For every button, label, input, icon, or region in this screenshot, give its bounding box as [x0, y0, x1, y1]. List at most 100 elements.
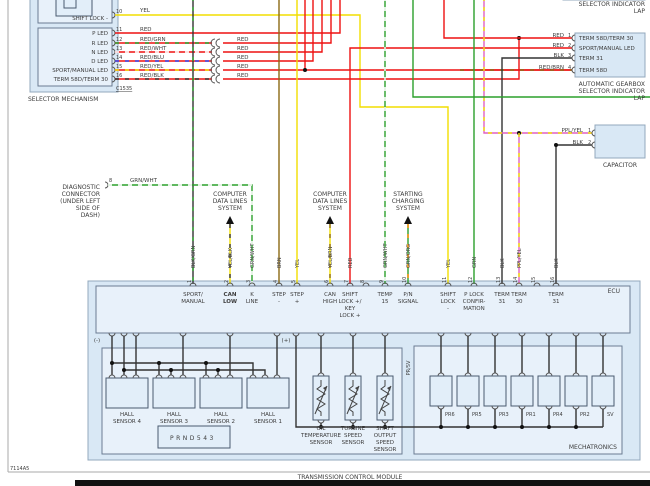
gearbox-caption-line3: LAP — [634, 95, 646, 102]
hall-sensor-box — [105, 377, 149, 409]
ecu-pin-label: SPORT/ — [183, 292, 203, 298]
pin-arc — [571, 44, 576, 52]
variable-arrow — [314, 385, 328, 415]
system-arrow-3 — [404, 216, 412, 224]
wire-color-label: RED/BRN — [539, 65, 564, 71]
pin-arc — [111, 29, 116, 37]
pin-number: 12 — [116, 37, 122, 43]
wire-agb-2 — [349, 47, 572, 284]
wire-diagnostic — [108, 184, 253, 284]
pin-arc — [349, 419, 357, 424]
ecu-pin-number: 12 — [468, 277, 474, 283]
system-ref-1-line3: SYSTEM — [218, 205, 242, 212]
pin-number: 1 — [588, 128, 591, 134]
junction-dot — [122, 368, 126, 372]
pin-arc — [349, 332, 357, 337]
selector-pin-label: TERM 58D/TERM 30 — [53, 77, 109, 83]
ecu-wire-color-label: YEL/BLK — [228, 247, 234, 269]
ecu-pin-label: - — [447, 306, 449, 312]
pin-arc — [317, 372, 325, 377]
resistor-symbol — [316, 380, 326, 416]
pin-arc — [111, 66, 116, 74]
ecu-pin-number: 9 — [379, 280, 385, 283]
ecu-pin-label: LOCK + — [339, 313, 360, 319]
shift-lock-label: SHIFT LOCK - — [72, 16, 108, 22]
pr-channel-box — [456, 375, 480, 407]
inline-connector-icon — [210, 74, 216, 84]
sensor-label: SHAFT — [376, 426, 394, 432]
pin-arc — [362, 282, 370, 287]
ecu-pin-label: MATION — [463, 306, 485, 312]
component-boxes — [7, 0, 650, 486]
inline-connector-icon — [215, 65, 221, 75]
inline-connector-icon — [210, 38, 216, 48]
junction-dot — [520, 425, 524, 429]
pin-arc — [111, 39, 116, 47]
resistor-symbol — [380, 380, 390, 416]
pin-arc — [104, 181, 109, 189]
gearbox-caption-line2: SELECTOR INDICATOR — [579, 88, 645, 95]
ecu-pin-label: TERM — [493, 292, 510, 298]
hall-sensor-label: SENSOR 3 — [160, 419, 188, 425]
pin-arc — [293, 282, 301, 287]
pin-arc — [226, 374, 234, 379]
wire-color-label: RED — [237, 37, 249, 43]
ecu-pin-label: HIGH — [323, 299, 337, 305]
pr-channel-label: PR2 — [580, 412, 590, 418]
hall-sensor-label: SENSOR 2 — [207, 419, 235, 425]
pin-arc — [571, 34, 576, 42]
pin-number: 15 — [116, 64, 122, 70]
ecu-pin-label: TERM — [510, 292, 527, 298]
hall-sensor-box — [246, 377, 290, 409]
pin-arc — [444, 282, 452, 287]
wire-color-label: PPL/YEL — [562, 128, 584, 134]
ecu-pin-label: SIGNAL — [398, 299, 419, 305]
junction-dot — [574, 425, 578, 429]
gearbox-caption-line1: AUTOMATIC GEARBOX — [579, 81, 645, 88]
ecu-pin-number: 7 — [344, 280, 350, 283]
ecu-wire-color-label: YEL — [446, 259, 452, 269]
ecu-pin-label: 31 — [553, 299, 560, 305]
ecu-wire-color-label: BRN — [277, 257, 283, 268]
pr-channel-box — [537, 375, 561, 407]
pin-arc — [381, 282, 389, 287]
diagnostic-label-line2: CONNECTOR — [62, 191, 100, 198]
wire-selector-up — [223, 0, 332, 44]
gearbox-pin-label: TERM 31 — [578, 56, 603, 62]
ecu-pin-label: P LOCK — [464, 292, 484, 298]
pr-channel-label: PR5 — [472, 412, 482, 418]
pin-arc — [545, 405, 553, 410]
pin-arc — [437, 372, 445, 377]
junction-dot — [110, 361, 114, 365]
ecu-wire-color-label: GRN/WHT — [250, 243, 256, 268]
pr-channel-label: SV — [607, 412, 614, 418]
pin-arc — [571, 54, 576, 62]
system-ref-3-line3: SYSTEM — [396, 205, 420, 212]
ecu-pin-number: 13 — [496, 277, 502, 283]
wire-capacitor-2 — [555, 144, 592, 284]
ecu-pin-number: 10 — [402, 277, 408, 283]
pin-arc — [572, 332, 580, 337]
ecu-pin-label: MANUAL — [181, 299, 205, 305]
inline-connector-icon — [215, 38, 221, 48]
pr-channel-label: PR6 — [445, 412, 455, 418]
pin-arc — [108, 332, 116, 337]
junction-dot — [157, 361, 161, 365]
pin-arc — [179, 374, 187, 379]
ecu-pin-label: KEY — [345, 306, 356, 312]
ecu-wire-color-label: BLK — [500, 258, 506, 268]
pin-arc — [111, 48, 116, 56]
pin-arc — [214, 374, 222, 379]
wire-sport-up — [223, 0, 306, 71]
shift-lock-pin-number: 10 — [116, 9, 122, 15]
ecu-pin-label: SHIFT — [342, 292, 358, 298]
inline-connector-icon — [215, 56, 221, 66]
pin-arc — [108, 374, 116, 379]
wire-color-label: RED — [552, 43, 564, 49]
variable-arrow — [378, 385, 392, 415]
sensor-label: SPEED — [344, 433, 362, 439]
ecu-pin-number: 11 — [442, 277, 448, 283]
pr-channel-box — [483, 375, 507, 407]
